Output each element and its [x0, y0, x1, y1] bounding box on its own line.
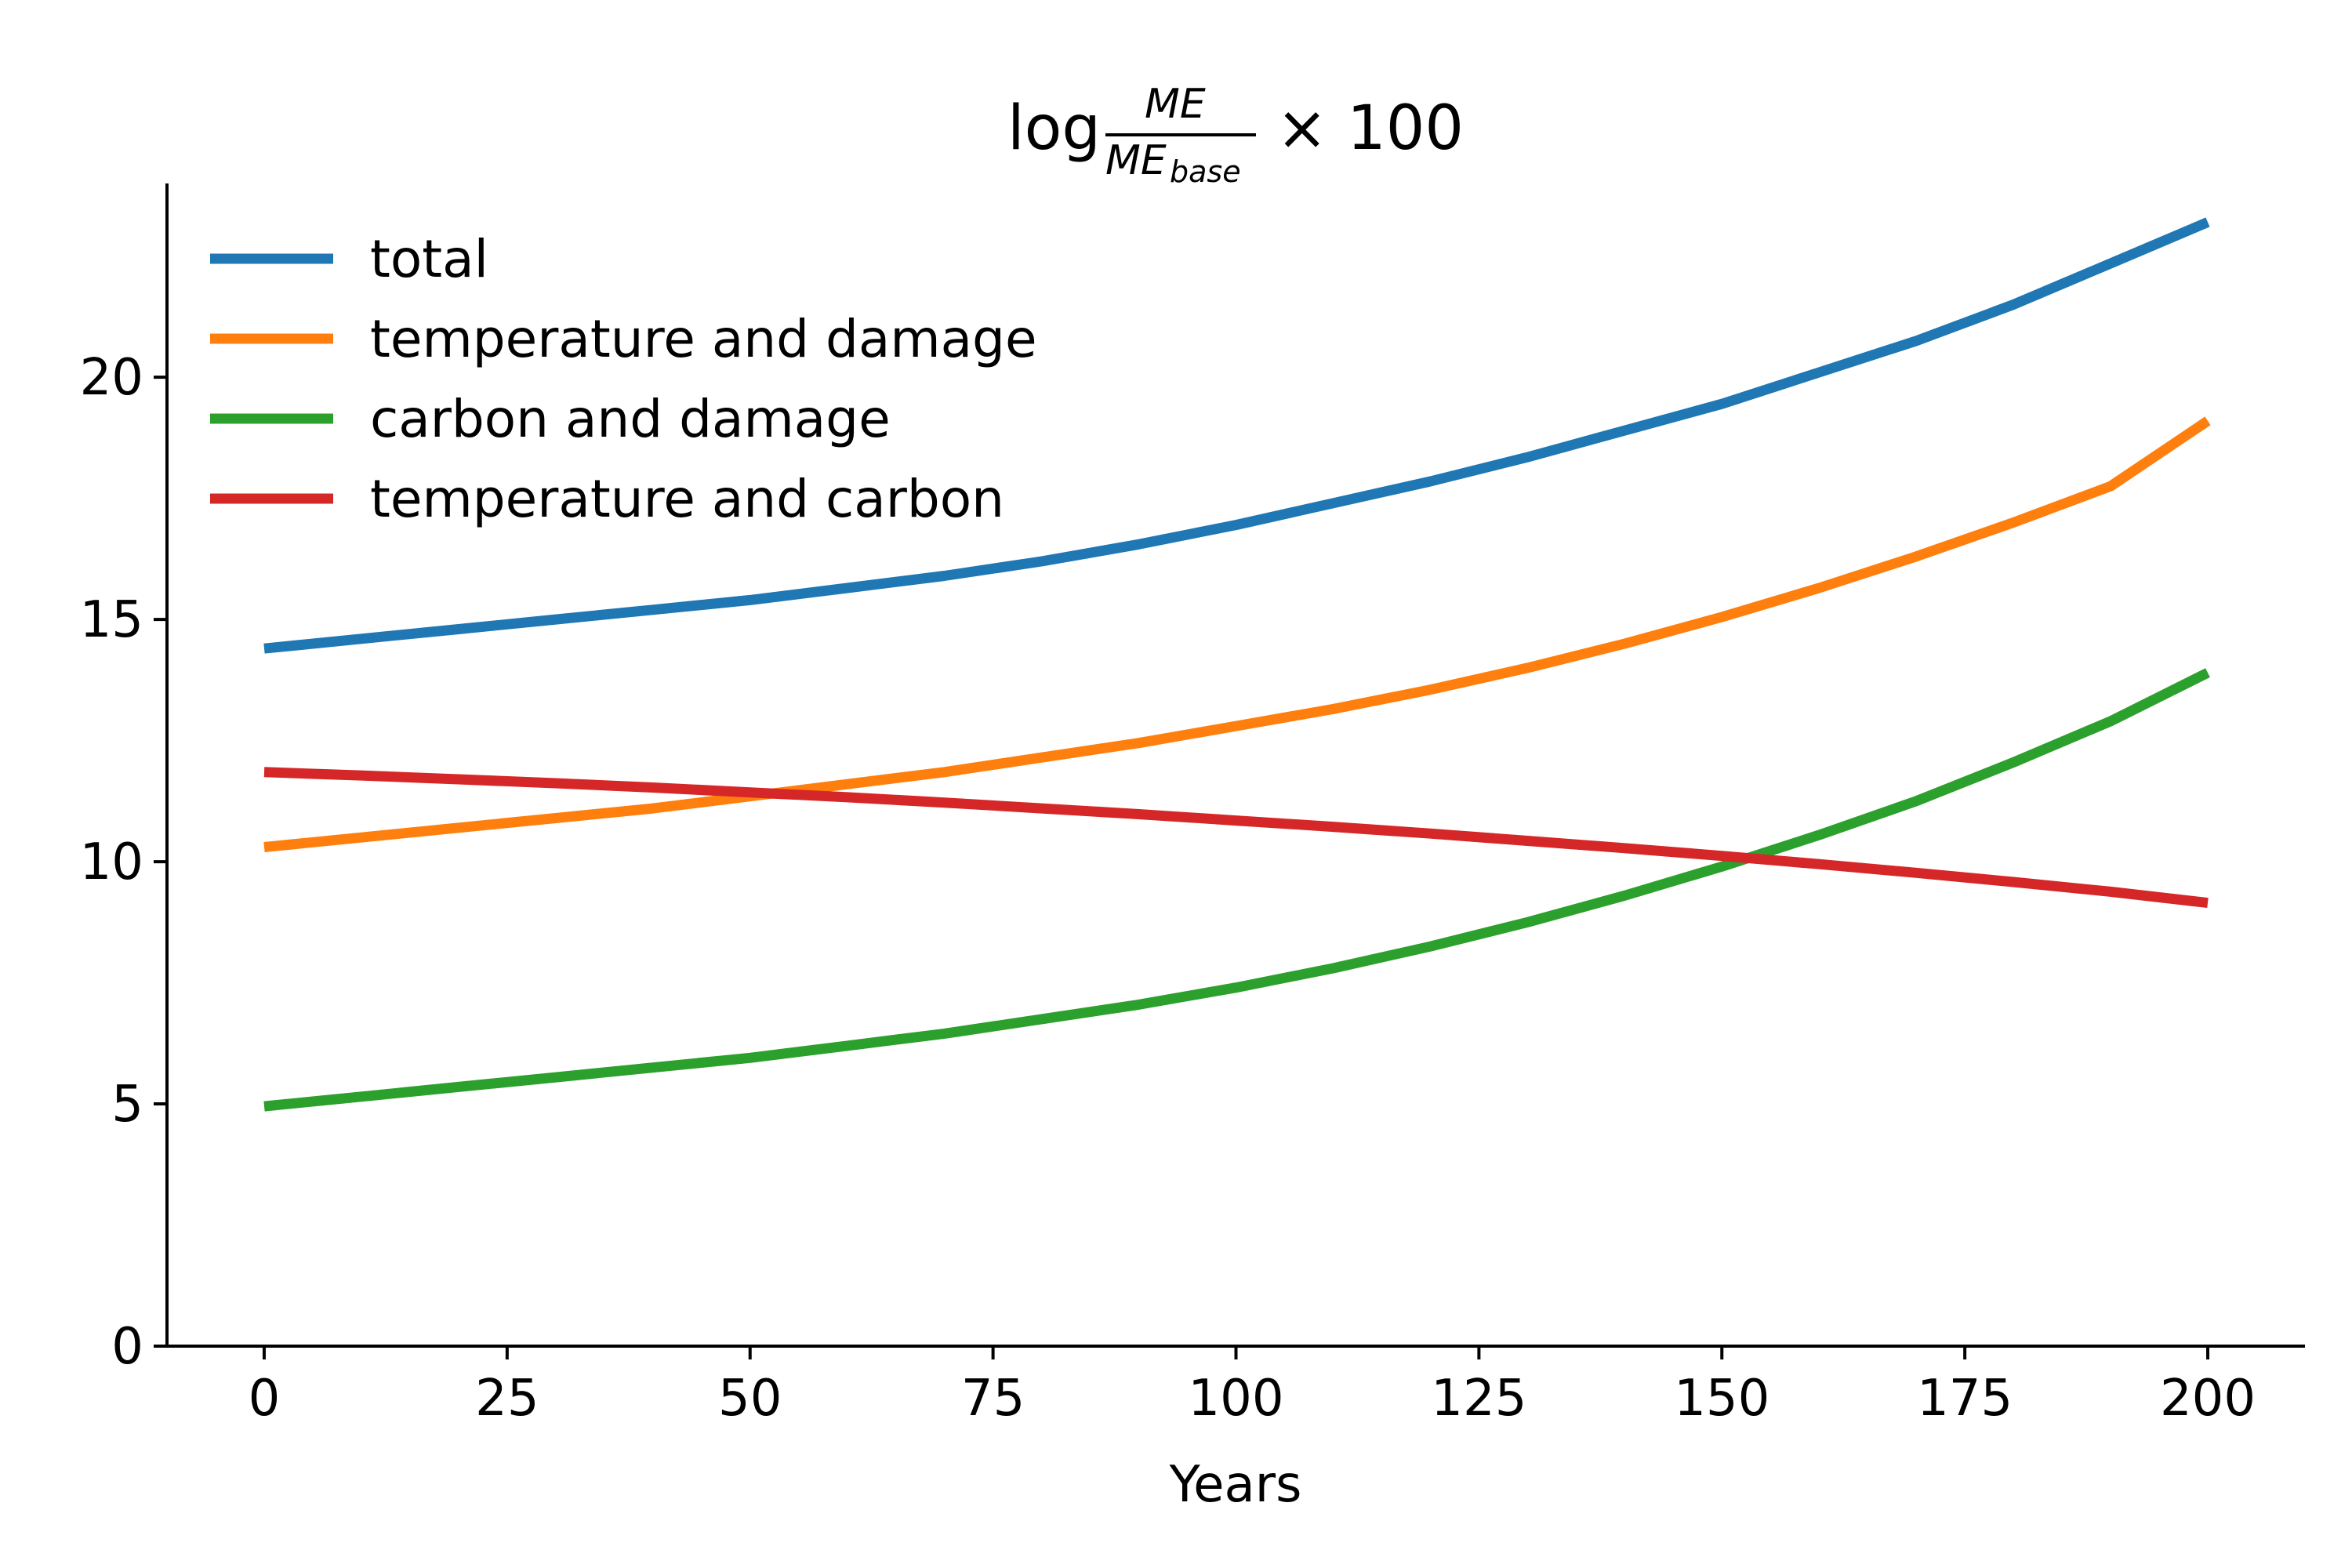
y-tick-label: 5	[111, 1076, 143, 1134]
legend-label: total	[370, 229, 488, 289]
legend-label: temperature and damage	[370, 309, 1037, 369]
x-tick-label: 150	[1674, 1370, 1769, 1428]
plot-area	[263, 217, 2211, 1112]
series-line-temperature-and-damage	[263, 416, 2211, 852]
x-tick-label: 100	[1188, 1370, 1283, 1428]
title-denominator-subscript: base	[1170, 154, 1241, 189]
title-denominator: ME	[1105, 137, 1167, 184]
y-axis-ticks: 0 5 10 15 20	[80, 349, 167, 1376]
x-tick-label: 0	[249, 1370, 281, 1428]
x-tick-label: 75	[961, 1370, 1025, 1428]
title-suffix: × 100	[1276, 93, 1464, 164]
series-line-carbon-and-damage	[263, 668, 2210, 1112]
series-line-total	[263, 217, 2210, 654]
x-tick-label: 25	[475, 1370, 539, 1428]
y-tick-label: 0	[111, 1318, 143, 1376]
x-axis-label: Years	[1169, 1456, 1302, 1514]
x-tick-label: 175	[1917, 1370, 2013, 1428]
series-line-temperature-and-carbon	[263, 767, 2209, 909]
x-tick-label: 200	[2160, 1370, 2256, 1428]
y-tick-label: 10	[80, 833, 143, 891]
x-tick-label: 125	[1431, 1370, 1526, 1428]
title-prefix: log	[1007, 93, 1101, 164]
x-axis-ticks: 0 25 50 75 100 125 150 175 200	[249, 1346, 2256, 1428]
x-tick-label: 50	[718, 1370, 782, 1428]
legend-label: temperature and carbon	[370, 469, 1004, 529]
legend: total temperature and damage carbon and da…	[210, 229, 1037, 529]
y-tick-label: 20	[80, 349, 143, 407]
legend-label: carbon and damage	[370, 389, 891, 449]
title-numerator: ME	[1145, 81, 1206, 128]
chart-title: log ME ME base × 100	[1007, 81, 1464, 189]
y-tick-label: 15	[80, 591, 143, 649]
